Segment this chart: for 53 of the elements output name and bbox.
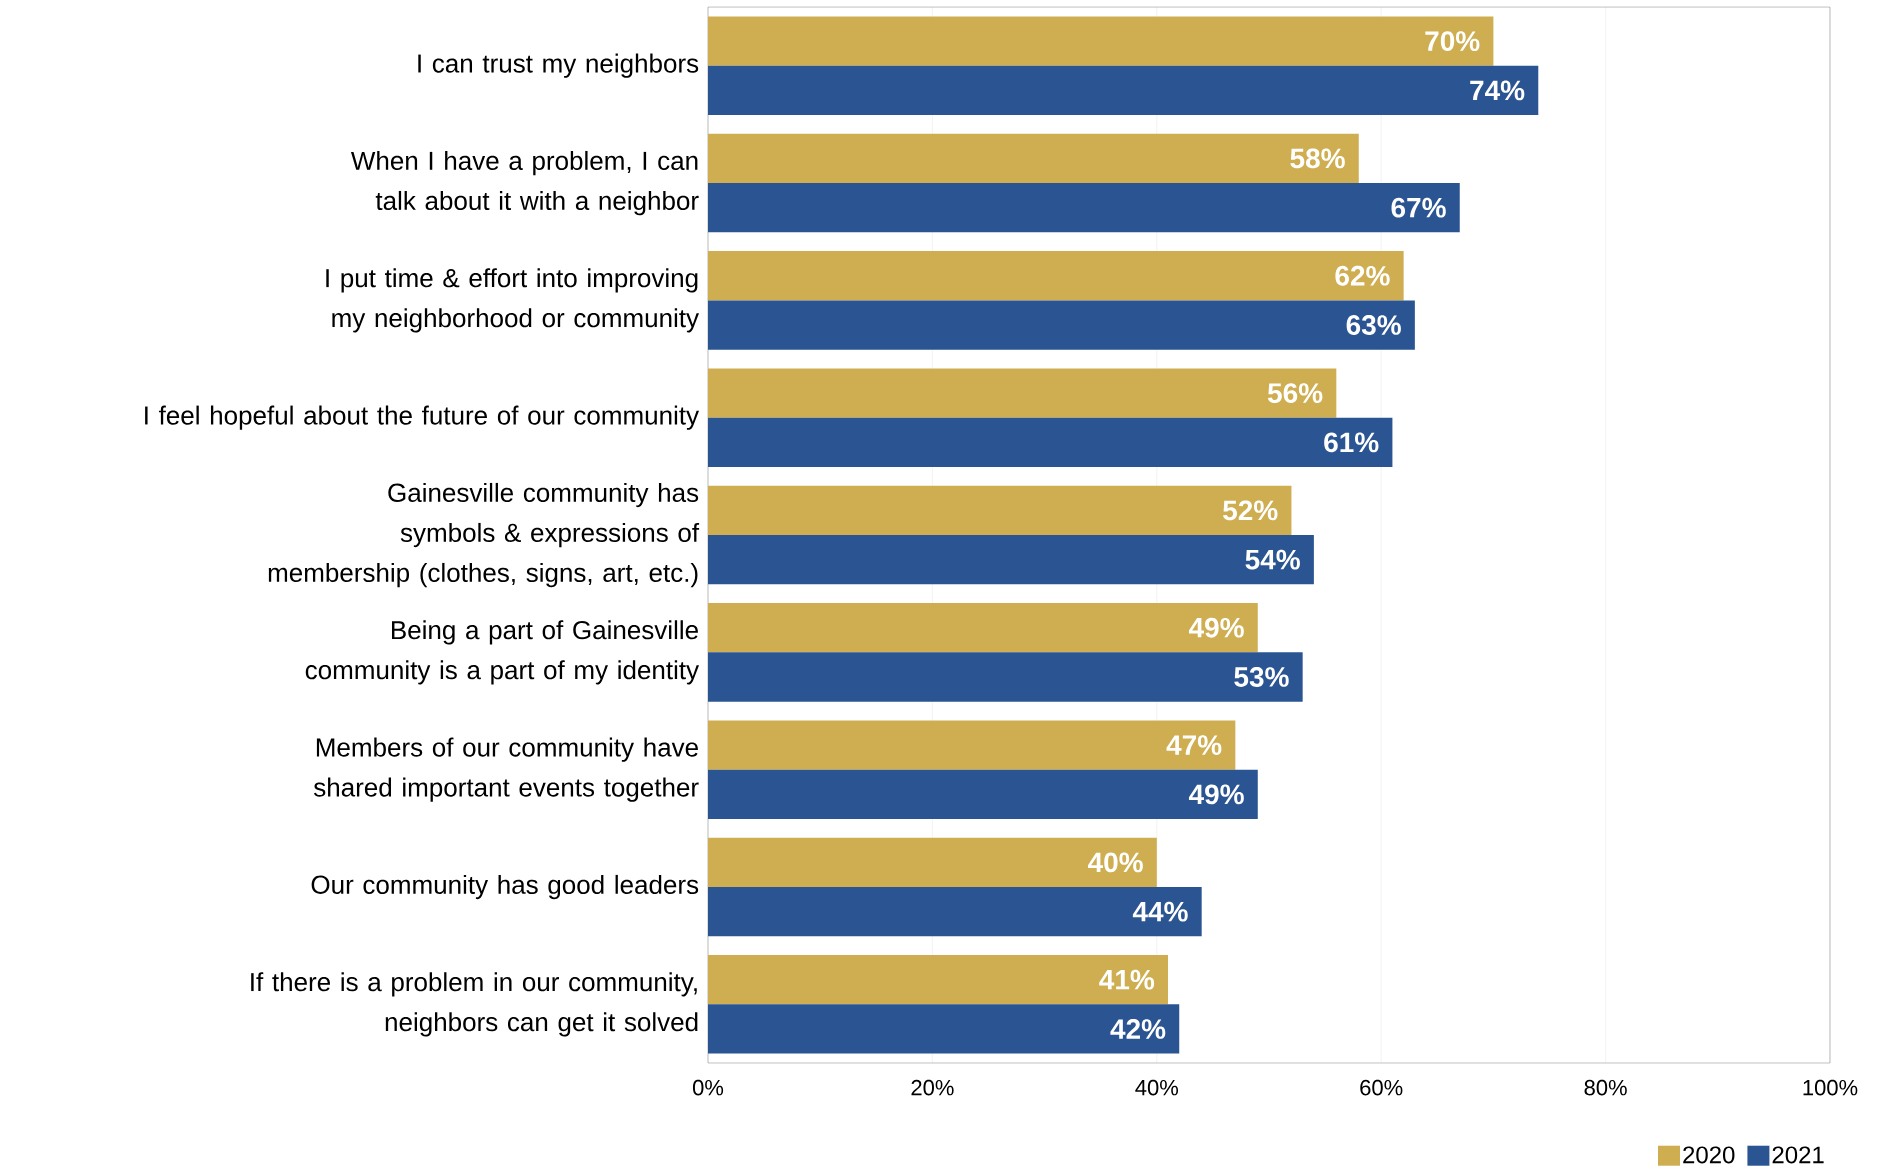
y-tick-label: I put time & effort into improving my neighborhood or community	[326, 268, 699, 333]
bar	[708, 955, 1169, 1005]
x-tick-label: 60%	[1360, 1079, 1403, 1096]
bar	[708, 652, 1303, 702]
data-label: 40%	[1087, 852, 1143, 873]
x-tick-label: 0%	[692, 1079, 724, 1096]
bar	[708, 886, 1202, 937]
data-label: 63%	[1346, 315, 1401, 335]
data-label: 70%	[1425, 31, 1480, 51]
y-tick-label: Gainesville community has symbols & expressions of membership (clothes, signs, art, etc.)	[268, 482, 700, 588]
bar	[708, 368, 1337, 418]
bar	[708, 837, 1157, 887]
bar	[708, 535, 1314, 585]
data-label: 58%	[1290, 148, 1345, 169]
data-label: 42%	[1110, 1019, 1166, 1039]
x-tick-label: 80%	[1584, 1079, 1627, 1096]
x-tick-label: 100%	[1803, 1079, 1858, 1096]
y-tick-label: When I have a problem, I can talk about it with a neighbor	[350, 150, 699, 216]
bar	[708, 769, 1258, 819]
y-tick-label: Being a part of Gainesville community is a part of my identity	[305, 620, 700, 685]
data-label: 53%	[1234, 667, 1289, 687]
y-tick-label: I can trust my neighbors	[418, 53, 699, 78]
bar	[708, 603, 1258, 653]
y-tick-label: Our community has good leaders	[311, 874, 699, 900]
bar	[708, 16, 1494, 66]
y-tick-label: Members of our community have shared important events together	[313, 737, 699, 802]
data-label: 74%	[1470, 80, 1525, 101]
data-label: 67%	[1391, 197, 1446, 218]
data-label: 52%	[1223, 500, 1278, 521]
data-label: 49%	[1188, 617, 1244, 638]
x-tick-label: 20%	[911, 1079, 954, 1096]
bar	[708, 1004, 1180, 1054]
bar	[708, 300, 1415, 350]
bar	[708, 485, 1292, 536]
bar	[708, 417, 1393, 467]
bar	[708, 720, 1236, 770]
bar	[708, 65, 1539, 115]
y-tick-label: I feel hopeful about the future of our community	[145, 405, 700, 430]
data-label: 41%	[1099, 969, 1155, 990]
x-tick-label: 40%	[1135, 1079, 1179, 1096]
legend-label: 2020	[1683, 1146, 1735, 1164]
data-label: 62%	[1335, 265, 1390, 286]
bar	[708, 251, 1404, 301]
bar	[708, 133, 1359, 184]
data-label: 54%	[1245, 549, 1300, 570]
data-label: 56%	[1267, 383, 1323, 403]
data-label: 49%	[1188, 784, 1244, 805]
bar	[708, 183, 1460, 233]
data-label: 44%	[1132, 901, 1188, 922]
data-label: 61%	[1324, 432, 1379, 453]
y-tick-label: If there is a problem in our community, neighbors can get it solved	[251, 972, 698, 1037]
legend-label: 2021	[1772, 1146, 1824, 1164]
data-label: 47%	[1166, 735, 1222, 755]
